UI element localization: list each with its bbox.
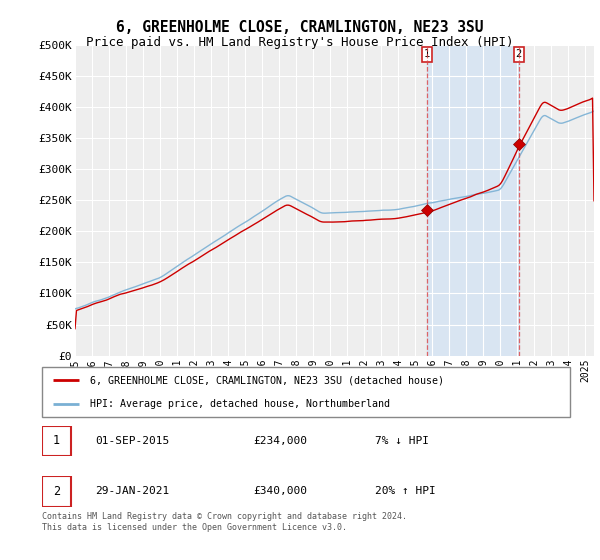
Text: £234,000: £234,000 — [253, 436, 307, 446]
Text: Contains HM Land Registry data © Crown copyright and database right 2024.
This d: Contains HM Land Registry data © Crown c… — [42, 512, 407, 532]
Text: 2: 2 — [515, 49, 522, 59]
Text: 6, GREENHOLME CLOSE, CRAMLINGTON, NE23 3SU: 6, GREENHOLME CLOSE, CRAMLINGTON, NE23 3… — [116, 20, 484, 35]
FancyBboxPatch shape — [42, 476, 71, 507]
Text: 01-SEP-2015: 01-SEP-2015 — [95, 436, 169, 446]
Text: 1: 1 — [424, 49, 430, 59]
FancyBboxPatch shape — [42, 367, 570, 417]
Text: 29-JAN-2021: 29-JAN-2021 — [95, 487, 169, 496]
Text: £340,000: £340,000 — [253, 487, 307, 496]
Text: 20% ↑ HPI: 20% ↑ HPI — [374, 487, 436, 496]
Bar — [427, 45, 519, 356]
Text: 6, GREENHOLME CLOSE, CRAMLINGTON, NE23 3SU (detached house): 6, GREENHOLME CLOSE, CRAMLINGTON, NE23 3… — [89, 375, 443, 385]
Text: 7% ↓ HPI: 7% ↓ HPI — [374, 436, 428, 446]
Text: 1: 1 — [53, 435, 60, 447]
Text: HPI: Average price, detached house, Northumberland: HPI: Average price, detached house, Nort… — [89, 399, 389, 409]
Text: 2: 2 — [53, 485, 60, 498]
Text: Price paid vs. HM Land Registry's House Price Index (HPI): Price paid vs. HM Land Registry's House … — [86, 36, 514, 49]
FancyBboxPatch shape — [42, 426, 71, 456]
